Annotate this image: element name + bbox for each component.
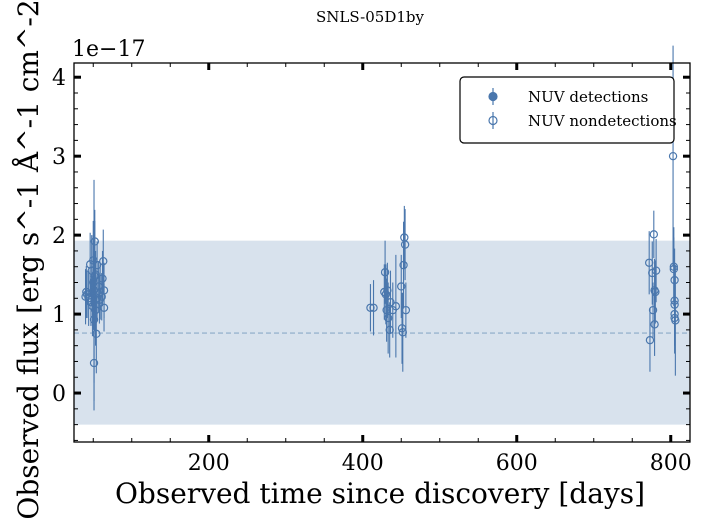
data-point [651, 239, 661, 303]
data-point [383, 282, 393, 354]
legend-box [459, 76, 675, 144]
data-point [669, 227, 679, 307]
nondetection-marker [98, 274, 107, 283]
nondetection-marker [380, 268, 390, 277]
plot-frame [73, 62, 691, 443]
legend: NUV detections NUV nondetections [459, 76, 677, 144]
x-tick-label: 400 [342, 451, 384, 476]
legend-detection-label: NUV detections [528, 88, 648, 106]
data-point [649, 210, 659, 259]
data-point [650, 292, 659, 356]
y-tick-label: 0 [52, 382, 66, 407]
nondetection-marker [89, 358, 99, 368]
data-points [81, 45, 680, 411]
legend-detection-marker [488, 91, 498, 102]
nondetection-marker [397, 282, 406, 291]
nondetection-marker [401, 305, 411, 315]
data-point [648, 282, 658, 338]
nondetection-marker [650, 320, 659, 329]
nondetection-marker [645, 335, 655, 345]
data-point [400, 209, 410, 281]
y-tick-label: 2 [52, 224, 66, 249]
data-point [391, 254, 401, 358]
x-tick-label: 600 [496, 451, 538, 476]
data-point [99, 262, 109, 319]
x-tick-label: 800 [650, 451, 692, 476]
nondetection-marker [669, 262, 679, 271]
data-point [386, 270, 395, 334]
nondetection-marker [386, 298, 395, 307]
nondetection-marker [400, 240, 410, 249]
x-tick-label: 200 [188, 451, 230, 476]
y-tick-label: 1 [52, 303, 66, 328]
nondetection-marker [90, 237, 99, 246]
data-point [381, 264, 391, 325]
nondetection-marker [99, 286, 109, 295]
axis-ticks: 200 400 600 800 0 1 2 3 4 [52, 63, 692, 476]
data-point [369, 280, 378, 336]
nondetection-marker [381, 290, 391, 299]
data-point [399, 221, 408, 309]
nondetection-marker [649, 230, 659, 239]
nondetection-marker [92, 329, 101, 339]
data-point [671, 265, 680, 376]
data-point [401, 282, 411, 338]
nondetection-marker [651, 287, 660, 297]
y-tick-label: 3 [52, 145, 66, 170]
x-axis-label: Observed time since discovery [days] [115, 477, 645, 510]
y-axis-label: Observed flux [erg s^-1 Å^-1 cm^-2] [12, 0, 45, 519]
nondetection-marker [391, 301, 401, 311]
nondetection-marker [369, 303, 378, 312]
y-tick-label: 4 [52, 66, 66, 91]
data-point [645, 308, 655, 372]
nondetection-marker [651, 266, 661, 275]
chart-title: SNLS-05D1by [316, 8, 425, 26]
nondetection-marker [399, 260, 408, 270]
data-point [92, 294, 101, 374]
data-point [99, 229, 108, 293]
data-point [651, 260, 660, 324]
data-point [98, 250, 107, 307]
nondetection-marker [648, 305, 658, 315]
legend-nondetection-marker [488, 115, 498, 126]
y-offset-label: 1e−17 [72, 37, 145, 62]
legend-nondetection-label: NUV nondetections [528, 112, 677, 130]
nondetection-marker [668, 151, 678, 161]
nondetection-marker [99, 256, 108, 266]
data-point [397, 254, 406, 319]
nondetection-marker [383, 313, 393, 323]
nondetection-marker [671, 316, 680, 325]
